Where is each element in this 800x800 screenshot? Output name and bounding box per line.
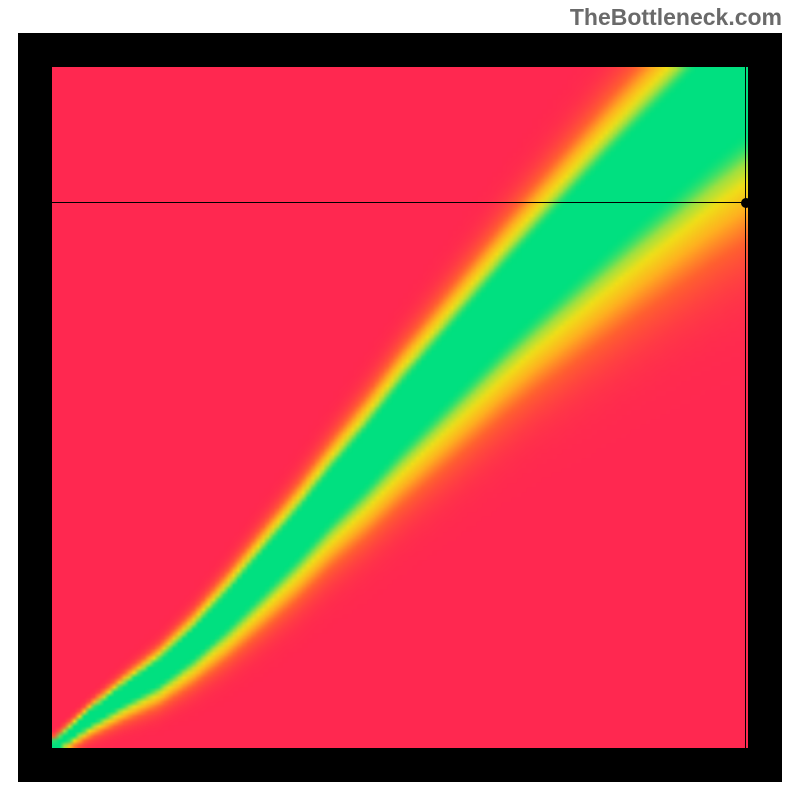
chart-container: TheBottleneck.com (0, 0, 800, 800)
crosshair-vertical (745, 67, 747, 748)
watermark-text: TheBottleneck.com (570, 4, 782, 31)
heatmap-plot (52, 67, 748, 748)
crosshair-horizontal (52, 202, 748, 204)
crosshair-marker-dot (741, 198, 748, 208)
heatmap-canvas (52, 67, 748, 748)
